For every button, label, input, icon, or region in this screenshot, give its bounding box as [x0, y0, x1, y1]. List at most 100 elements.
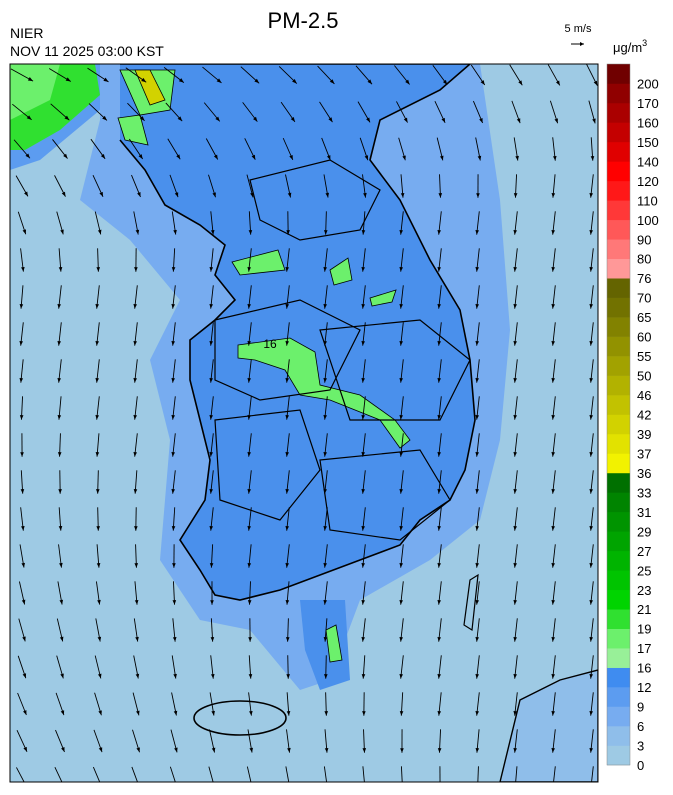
wind-arrowhead: [589, 192, 593, 198]
wind-arrowhead: [285, 451, 289, 457]
wind-arrowhead: [476, 193, 480, 198]
colorbar-tick-label: 100: [637, 213, 659, 228]
colorbar-tick-label: 3: [637, 739, 644, 754]
colorbar-tick-label: 19: [637, 622, 651, 637]
colorbar-tick-label: 70: [637, 291, 651, 306]
wind-arrowhead: [247, 414, 251, 420]
colorbar-tick-label: 120: [637, 174, 659, 189]
wind-arrowhead: [134, 267, 138, 272]
wind-arrowhead: [289, 154, 293, 160]
wind-arrow: [323, 766, 328, 782]
wind-arrowhead: [171, 303, 175, 309]
wind-arrowhead: [551, 785, 555, 790]
wind-arrowhead: [286, 230, 290, 235]
colorbar-tick-label: 6: [637, 719, 644, 734]
colorbar-tick-label: 110: [637, 193, 658, 208]
colorbar-segment: [607, 414, 630, 435]
wind-arrowhead: [209, 414, 213, 420]
wind-arrowhead: [137, 192, 141, 197]
wind-arrowhead: [133, 377, 137, 383]
wind-arrowhead: [399, 414, 403, 420]
wind-arrowhead: [63, 153, 68, 159]
wind-arrowhead: [475, 562, 479, 568]
wind-arrowhead: [209, 451, 213, 457]
colorbar-tick-label: 150: [637, 135, 659, 150]
colorbar-tick-label: 170: [637, 96, 659, 111]
wind-arrowhead: [59, 636, 64, 642]
colorbar-segment: [607, 102, 630, 123]
wind-arrowhead: [361, 303, 365, 309]
wind-arrowhead: [249, 747, 254, 753]
pollution-field: [231, 249, 286, 276]
province-border: [214, 159, 471, 541]
wind-arrowhead: [480, 80, 485, 86]
pollution-field: [10, 64, 60, 120]
colorbar-tick-label: 36: [637, 466, 651, 481]
wind-arrowhead: [361, 230, 366, 235]
wind-arrowhead: [323, 266, 327, 272]
colorbar-segment: [607, 219, 630, 240]
wind-arrowhead: [551, 525, 555, 531]
wind-arrowhead: [437, 673, 441, 679]
wind-arrowhead: [551, 488, 555, 494]
colorbar-tick-label: 90: [637, 232, 651, 247]
wind-arrowhead: [57, 303, 61, 309]
wind-arrowhead: [171, 340, 175, 346]
wind-arrowhead: [57, 452, 62, 457]
wind-arrowhead: [290, 117, 295, 122]
wind-arrowhead: [57, 377, 61, 383]
wind-arrowhead: [95, 489, 100, 494]
wind-arrowhead: [285, 303, 289, 309]
wind-arrowhead: [287, 192, 292, 198]
pollution-field: [329, 257, 353, 286]
wind-arrowhead: [251, 154, 256, 160]
wind-arrowhead: [209, 563, 214, 568]
wind-arrowhead: [589, 340, 593, 346]
wind-arrowhead: [247, 562, 252, 568]
wind-arrowhead: [325, 785, 329, 790]
wind-arrowhead: [95, 303, 99, 309]
wind-arrowhead: [513, 562, 517, 568]
wind-arrowhead: [589, 636, 593, 642]
wind-arrow: [16, 767, 25, 782]
wind-arrowhead: [479, 118, 483, 123]
wind-arrowhead: [399, 711, 404, 716]
wind-arrowhead: [437, 599, 441, 605]
colorbar-tick-label: 29: [637, 524, 651, 539]
wind-arrowhead: [475, 488, 479, 494]
colorbar-segment: [607, 667, 630, 688]
wind-arrow: [285, 766, 290, 782]
wind-arrowhead: [135, 673, 140, 679]
wind-arrowhead: [399, 451, 403, 457]
wind-arrowhead: [23, 746, 27, 752]
wind-arrowhead: [59, 599, 64, 605]
wind-arrowhead: [324, 748, 329, 753]
colorbar-segment: [607, 726, 630, 746]
wind-arrowhead: [57, 415, 62, 420]
wind-arrowhead: [589, 525, 593, 531]
wind-arrowhead: [437, 636, 441, 642]
japan-coast: [499, 669, 598, 782]
colorbar-segment: [607, 628, 630, 649]
colorbar-segment: [607, 706, 630, 727]
wind-arrowhead: [363, 785, 367, 790]
wind-arrowhead: [551, 229, 555, 235]
wind-arrowhead: [361, 636, 365, 642]
wind-arrowhead: [513, 710, 517, 716]
wind-arrowhead: [287, 747, 291, 753]
wind-arrowhead: [60, 229, 64, 235]
wind-arrowhead: [96, 526, 100, 531]
colorbar-segment: [607, 141, 630, 162]
wind-arrowhead: [133, 489, 138, 494]
wind-arrowhead: [513, 673, 517, 679]
wind-scale-label: 5 m/s: [565, 23, 592, 35]
wind-arrowhead: [513, 599, 517, 605]
wind-arrowhead: [96, 267, 101, 272]
wind-arrowhead: [589, 488, 593, 494]
wind-arrowhead: [551, 414, 555, 420]
wind-arrow: [477, 766, 479, 782]
wind-arrowhead: [96, 563, 101, 568]
wind-arrowhead: [399, 525, 403, 531]
wind-arrowhead: [513, 377, 517, 383]
wind-arrowhead: [211, 710, 215, 716]
